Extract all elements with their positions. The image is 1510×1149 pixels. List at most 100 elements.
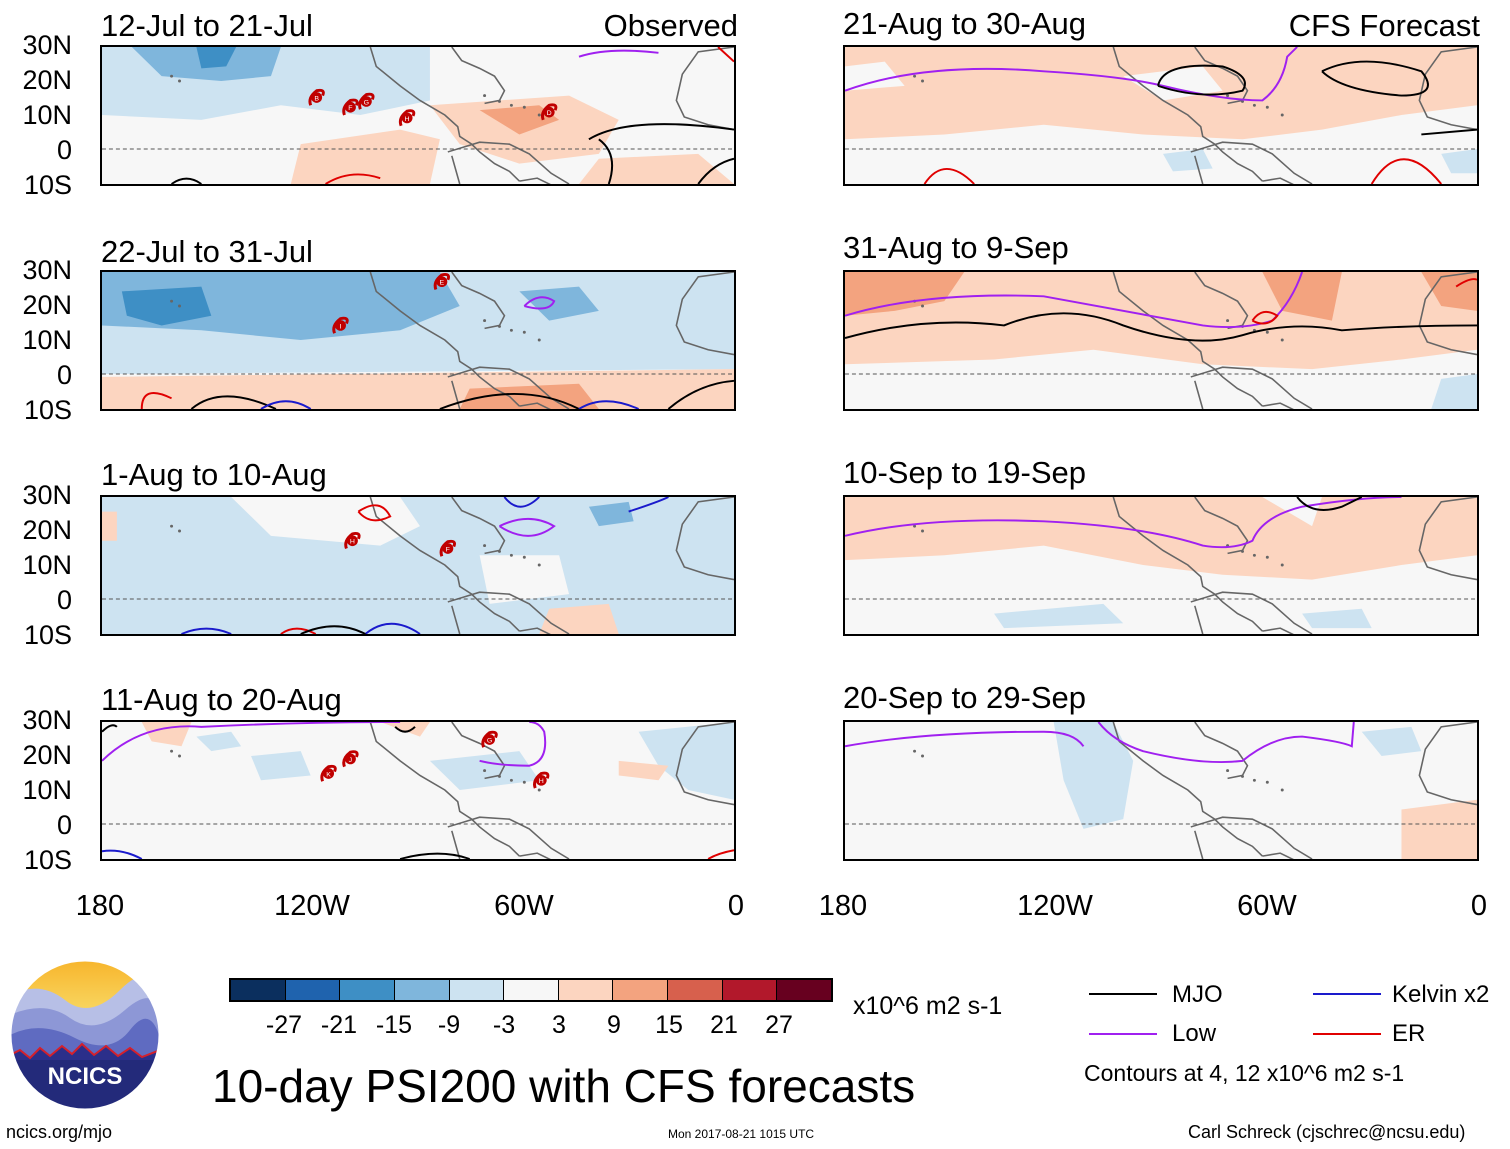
panel-title: 20-Sep to 29-Sep: [843, 680, 1087, 715]
storm-marker: G: [358, 92, 375, 110]
panel-title: 1-Aug to 10-Aug: [101, 457, 327, 492]
y-tick-label: 10S: [23, 620, 72, 650]
legend-label-kelvin: Kelvin x2: [1392, 981, 1490, 1008]
colorbar-swatch: [231, 980, 286, 1000]
colorbar-label: -3: [492, 1011, 516, 1039]
y-tick-label: 10N: [22, 325, 72, 355]
y-tick-label: 30N: [22, 705, 72, 735]
mjo-line-swatch: [1089, 993, 1157, 995]
y-tick-label: 20N: [22, 290, 72, 320]
svg-text:G: G: [487, 737, 492, 744]
panel-title: 22-Jul to 31-Jul: [101, 234, 313, 269]
storm-marker: K: [320, 764, 337, 782]
er-line-swatch: [1313, 1033, 1381, 1035]
colorbar-label: 21: [710, 1011, 738, 1039]
svg-text:H: H: [405, 116, 410, 123]
y-tick-label: 0: [56, 135, 72, 165]
colorbar-label: 3: [552, 1011, 566, 1039]
colorbar-swatch: [722, 980, 778, 1000]
y-tick-label: 10S: [23, 845, 72, 875]
observed-header: Observed: [603, 8, 738, 43]
footer-timestamp: Mon 2017-08-21 1015 UTC: [668, 1127, 815, 1141]
observed-map-panel: B F G H D: [100, 45, 736, 186]
legend-label-low: Low: [1172, 1020, 1217, 1047]
svg-text:J: J: [349, 757, 352, 764]
colorbar-swatch: [613, 980, 669, 1000]
svg-text:G: G: [364, 99, 369, 106]
storm-marker: F: [439, 539, 456, 557]
colorbar-label: 27: [765, 1011, 793, 1039]
storm-marker: G: [481, 730, 498, 748]
storm-marker: B: [308, 88, 325, 106]
colorbar-label: 9: [607, 1011, 621, 1039]
colorbar-swatch: [777, 980, 832, 1000]
colorbar-swatch: [504, 980, 559, 1000]
x-tick-label: 60W: [1237, 890, 1297, 922]
colorbar-label: -21: [320, 1011, 358, 1039]
y-tick-label: 20N: [22, 515, 72, 545]
legend-label-mjo: MJO: [1172, 981, 1223, 1008]
forecast-map-panel: [843, 45, 1479, 186]
y-tick-label: 10N: [22, 775, 72, 805]
svg-text:H: H: [539, 778, 544, 785]
colorbar-swatch: [668, 980, 723, 1000]
storm-marker: H: [533, 771, 550, 789]
ncics-logo: NCICS: [10, 960, 160, 1110]
y-tick-label: 10S: [23, 395, 72, 425]
forecast-map-panel: [843, 720, 1479, 861]
colorbar-swatch: [285, 980, 341, 1000]
colorbar-swatch: [558, 980, 614, 1000]
storm-marker: J: [342, 750, 359, 768]
y-tick-label: 30N: [22, 255, 72, 285]
x-tick-label: 180: [818, 890, 868, 922]
y-tick-label: 0: [56, 585, 72, 615]
storm-marker: D: [540, 103, 558, 121]
svg-text:I: I: [340, 323, 342, 330]
panel-title: 21-Aug to 30-Aug: [843, 6, 1087, 41]
y-tick-label: 10S: [23, 170, 72, 200]
y-tick-label: 10N: [22, 100, 72, 130]
panel-title: 11-Aug to 20-Aug: [101, 682, 342, 717]
y-tick-label: 10N: [22, 550, 72, 580]
colorbar-swatch: [394, 980, 450, 1000]
svg-text:E: E: [440, 280, 445, 287]
y-tick-label: 20N: [22, 65, 72, 95]
forecast-map-panel: [843, 270, 1479, 411]
colorbar-units: x10^6 m2 s-1: [853, 992, 1003, 1020]
x-tick-label: 120W: [1017, 890, 1093, 922]
svg-text:B: B: [314, 95, 319, 102]
panel-title: 10-Sep to 19-Sep: [843, 455, 1087, 490]
logo-text: NCICS: [48, 1063, 123, 1090]
x-tick-label: 180: [75, 890, 125, 922]
colorbar-label: -27: [265, 1011, 303, 1039]
y-tick-label: 0: [56, 360, 72, 390]
y-tick-label: 30N: [22, 30, 72, 60]
contour-note: Contours at 4, 12 x10^6 m2 s-1: [1084, 1060, 1405, 1086]
storm-marker: E: [433, 273, 451, 291]
x-tick-label: 120W: [274, 890, 350, 922]
x-tick-label: 0: [1470, 890, 1488, 922]
y-tick-label: 20N: [22, 740, 72, 770]
storm-marker: F: [342, 98, 359, 116]
footer-author: Carl Schreck (cjschrec@ncsu.edu): [1188, 1122, 1466, 1142]
colorbar-label: -9: [437, 1011, 461, 1039]
low-line-swatch: [1089, 1033, 1157, 1035]
footer-url[interactable]: ncics.org/mjo: [6, 1122, 113, 1142]
svg-text:H: H: [350, 539, 355, 546]
svg-text:D: D: [547, 110, 552, 117]
svg-text:F: F: [446, 546, 450, 553]
panel-title: 31-Aug to 9-Sep: [843, 230, 1069, 265]
x-tick-label: 0: [727, 890, 745, 922]
main-title: 10-day PSI200 with CFS forecasts: [212, 1060, 916, 1112]
storm-marker: H: [344, 532, 361, 550]
forecast-map-panel: [843, 495, 1479, 636]
storm-marker: I: [332, 316, 349, 334]
y-tick-label: 0: [56, 810, 72, 840]
svg-text:F: F: [348, 105, 352, 112]
colorbar-label: 15: [655, 1011, 683, 1039]
x-tick-label: 60W: [494, 890, 554, 922]
svg-text:K: K: [326, 771, 331, 778]
observed-map-panel: J K G H: [100, 720, 736, 861]
